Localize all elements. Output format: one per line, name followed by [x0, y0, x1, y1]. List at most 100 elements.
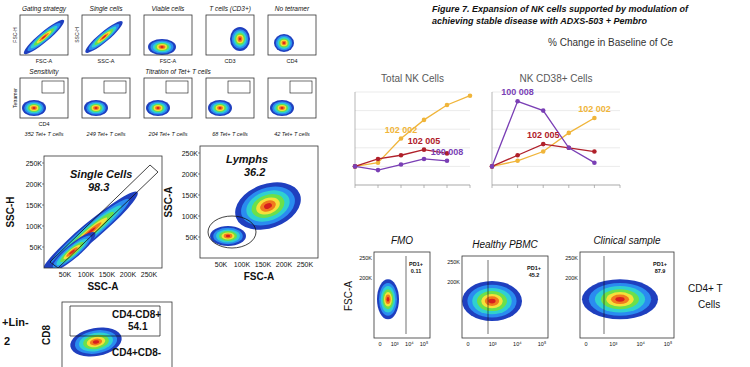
density-level — [216, 105, 225, 111]
series-line — [492, 144, 594, 166]
series-point — [445, 159, 450, 164]
gate-value: 0.11 — [411, 268, 421, 274]
tick-label: 50K — [30, 244, 43, 251]
series-point — [468, 93, 473, 98]
plot-bg — [144, 78, 192, 118]
plot-frame — [144, 78, 192, 118]
density-level — [233, 31, 246, 47]
fragment-text: 2 — [4, 335, 10, 347]
row-label: Cells — [698, 299, 720, 310]
density-level — [278, 105, 287, 111]
series-point — [515, 159, 520, 164]
series-line — [355, 159, 447, 170]
plot-area — [582, 256, 658, 334]
density-level — [26, 103, 42, 114]
plot-area — [462, 260, 522, 334]
gate — [104, 81, 126, 93]
series-point — [541, 108, 546, 113]
density-level — [208, 100, 232, 116]
caption: 352 Tet+ T cells — [25, 131, 64, 137]
x-tick — [401, 185, 402, 188]
density-cloud — [146, 100, 170, 116]
gate-value: 98.3 — [88, 181, 109, 193]
density-level — [611, 295, 629, 305]
chart-title: Total NK Cells — [381, 73, 444, 84]
series-label: 102 005 — [527, 130, 560, 140]
plot-bg — [82, 15, 130, 55]
series-point — [353, 164, 358, 169]
tick — [198, 237, 200, 238]
plot-frame — [82, 78, 130, 118]
series-point — [422, 157, 427, 162]
gate — [604, 256, 605, 334]
series-point — [567, 146, 572, 151]
density-level — [595, 286, 645, 312]
plot-frame — [462, 256, 548, 338]
series-point — [592, 116, 597, 121]
series-point — [490, 164, 495, 169]
density-cloud — [44, 185, 143, 268]
density-level — [238, 36, 243, 42]
tick-label: 0 — [378, 341, 381, 347]
density-level — [381, 286, 396, 312]
density-level — [462, 281, 522, 321]
density-cloud — [230, 27, 250, 51]
gate — [166, 81, 188, 93]
density-cloud — [270, 100, 294, 116]
plot-bg — [206, 78, 254, 118]
density-level — [29, 23, 60, 50]
tick-label: 100K — [26, 223, 43, 230]
density-level — [157, 44, 167, 50]
panel-title: Viable cells — [152, 5, 186, 12]
tick — [42, 163, 44, 164]
plot-bg — [82, 78, 130, 118]
series-label: 102 005 — [408, 136, 441, 146]
density-level — [88, 103, 104, 114]
density-level — [226, 235, 230, 237]
density-level — [82, 333, 110, 351]
density-level — [38, 32, 49, 42]
gate-name: CD4-CD8+ — [112, 309, 161, 320]
density-level — [283, 42, 285, 44]
density-level — [383, 289, 394, 309]
series-label: 102 002 — [578, 104, 611, 114]
density-level — [216, 229, 240, 242]
plot-area — [82, 18, 125, 55]
panel-title: FMO — [391, 235, 413, 246]
x-tick — [424, 185, 425, 188]
density-level — [601, 289, 639, 309]
tick-label: 250K — [447, 259, 460, 265]
density-level — [582, 279, 658, 319]
density-level — [230, 27, 250, 51]
plot-frame — [200, 146, 318, 258]
grid-line — [492, 166, 620, 167]
density-level — [84, 100, 108, 116]
density-level — [62, 243, 82, 261]
plot-bg — [268, 78, 316, 118]
tick — [198, 216, 200, 217]
gate-name: PD1+ — [527, 265, 541, 271]
density-level — [93, 106, 99, 110]
x-axis — [492, 185, 620, 186]
density-level — [152, 104, 164, 112]
density-level — [92, 105, 101, 111]
row-label: CD4+ T — [688, 283, 723, 294]
density-level — [148, 39, 176, 55]
density-level — [28, 104, 40, 112]
plot-area — [44, 165, 158, 268]
grid-line — [355, 166, 470, 167]
series-point — [376, 168, 381, 173]
gate — [42, 81, 64, 93]
series-line — [492, 118, 594, 166]
density-level — [45, 227, 100, 268]
series-point — [353, 164, 358, 169]
axis-label: SSC-A — [87, 281, 118, 292]
tick-label: 250K — [182, 150, 199, 157]
caption: 204 Tet+ T cells — [148, 131, 188, 137]
gate-name: Single Cells — [70, 168, 132, 180]
grid-line — [492, 185, 620, 186]
panel-title: Titration of Tet+ T cells — [145, 68, 211, 75]
tick-label: 150K — [99, 271, 116, 278]
tick-label: 100K — [234, 261, 251, 268]
density-level — [90, 24, 119, 49]
